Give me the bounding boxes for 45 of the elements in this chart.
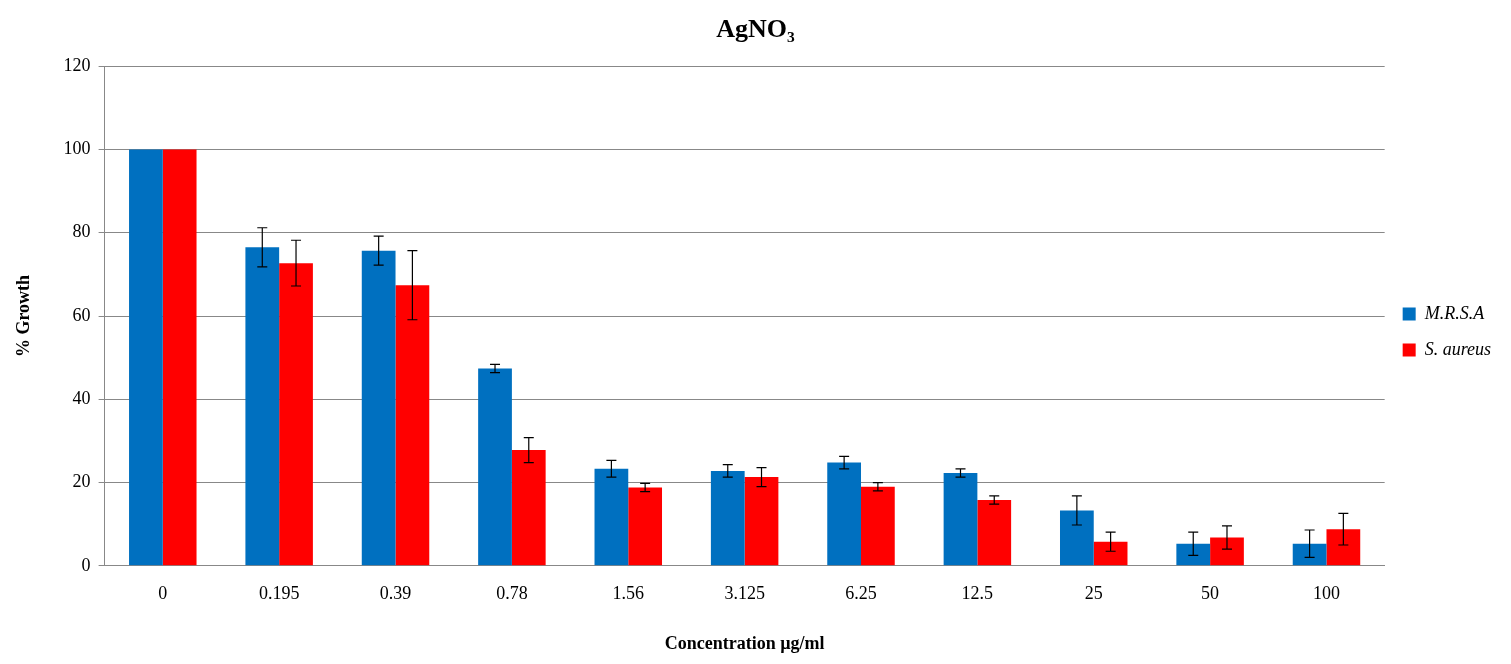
bar xyxy=(395,285,430,566)
bar xyxy=(162,149,197,566)
bar xyxy=(279,263,313,566)
x-tick-label: 0 xyxy=(158,583,168,604)
bar xyxy=(744,477,779,566)
bar xyxy=(628,487,663,566)
bar xyxy=(1292,543,1327,566)
bar xyxy=(977,500,1012,566)
bar xyxy=(594,468,629,566)
y-axis-title: % Growth xyxy=(13,274,34,358)
bar xyxy=(861,486,895,566)
bar xyxy=(1326,529,1361,566)
bar xyxy=(511,450,546,566)
bar xyxy=(943,472,978,566)
bar xyxy=(129,149,163,566)
y-tick-label: 80 xyxy=(72,221,91,242)
bar xyxy=(827,462,861,566)
x-tick-label: 0.78 xyxy=(496,583,528,604)
x-tick-label: 6.25 xyxy=(845,583,877,604)
bar xyxy=(245,247,280,566)
x-tick-label: 0.195 xyxy=(258,583,300,604)
bar xyxy=(1176,543,1211,566)
y-tick-label: 100 xyxy=(63,138,91,159)
x-tick-label: 12.5 xyxy=(961,583,994,604)
x-axis-title: Concentration µg/ml xyxy=(664,632,825,653)
bar xyxy=(1210,537,1244,566)
x-tick-label: 50 xyxy=(1201,583,1220,604)
legend-label: M.R.S.A xyxy=(1423,302,1486,323)
legend-label: S. aureus xyxy=(1424,338,1492,359)
x-tick-label: 1.56 xyxy=(612,583,645,604)
x-tick-label: 100 xyxy=(1312,583,1340,604)
bar xyxy=(478,368,512,566)
chart-title: AgNO₃ xyxy=(716,14,795,44)
bar xyxy=(710,470,745,566)
x-tick-label: 3.125 xyxy=(724,583,765,604)
bar xyxy=(1093,541,1128,566)
y-tick-label: 120 xyxy=(63,54,91,75)
x-tick-label: 25 xyxy=(1084,583,1103,604)
y-tick-label: 0 xyxy=(81,554,91,575)
y-tick-label: 40 xyxy=(72,388,91,408)
x-tick-label: 0.39 xyxy=(379,583,412,604)
y-tick-label: 60 xyxy=(72,304,91,325)
bar xyxy=(1060,510,1094,566)
bar xyxy=(361,250,396,566)
y-tick-label: 20 xyxy=(72,471,91,492)
